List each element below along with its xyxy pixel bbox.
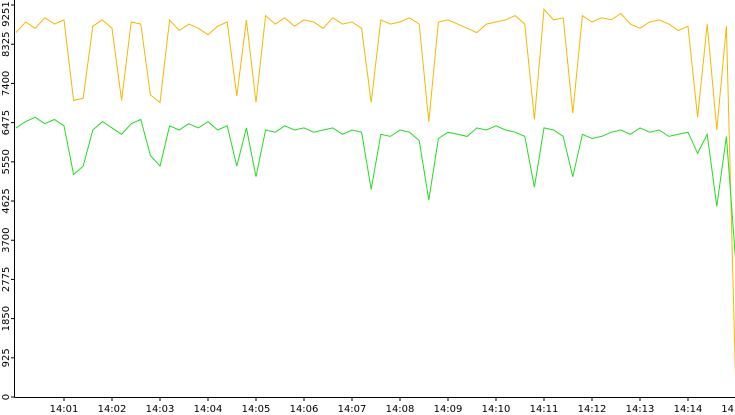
y-tick-label: 6475 (1, 110, 12, 135)
x-tick-label: 14:02 (98, 404, 127, 415)
x-tick-label: 14:06 (290, 404, 319, 415)
y-tick-label: 7400 (1, 71, 12, 96)
y-tick-label: 2775 (1, 267, 12, 292)
x-tick-label: 14:01 (50, 404, 79, 415)
x-tick-label: 14:10 (482, 404, 511, 415)
x-tick-label: 14:13 (626, 404, 655, 415)
series-line (15, 8, 735, 378)
y-tick-label: 4625 (1, 188, 12, 213)
x-tick-label: 14:07 (338, 404, 367, 415)
y-tick-label: 1850 (1, 306, 12, 331)
x-tick-label: 14:12 (578, 404, 607, 415)
y-tick-label: 925 (1, 348, 12, 367)
y-tick-label: 0 (1, 394, 12, 400)
x-tick-label: 14 (721, 404, 734, 415)
y-tick-label: 3700 (1, 227, 12, 252)
x-tick-label: 14:09 (434, 404, 463, 415)
x-tick-label: 14:03 (146, 404, 175, 415)
x-tick-label: 14:08 (386, 404, 415, 415)
y-tick-label: 5550 (1, 149, 12, 174)
series-line (15, 116, 735, 259)
x-tick-label: 14:14 (674, 404, 703, 415)
x-tick-label: 14:04 (194, 404, 223, 415)
y-tick-label: 9251 (1, 1, 12, 26)
x-tick-label: 14:05 (242, 404, 271, 415)
x-tick-label: 14:11 (530, 404, 559, 415)
y-tick-label: 8325 (1, 32, 12, 57)
